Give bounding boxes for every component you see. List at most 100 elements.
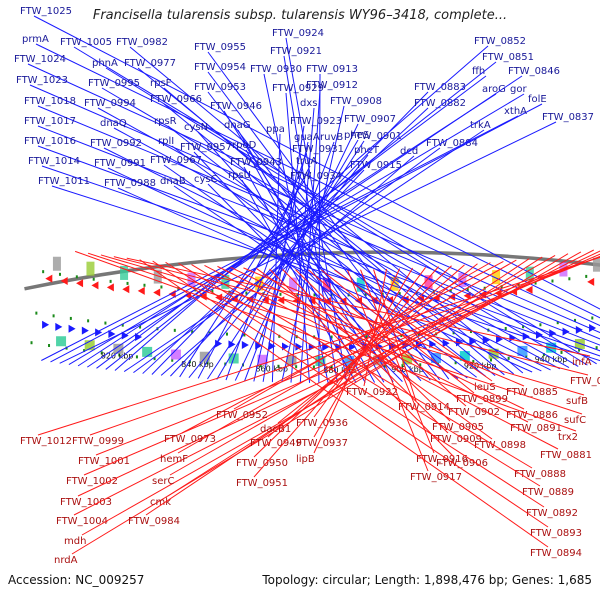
top-leader-line bbox=[37, 145, 600, 352]
ring-dot bbox=[454, 361, 457, 365]
ring-dot bbox=[504, 326, 507, 330]
ring-dot bbox=[500, 285, 503, 289]
bottom-leader-line bbox=[191, 264, 533, 469]
ring-dot bbox=[143, 283, 146, 287]
gene-label: prmA bbox=[22, 34, 49, 45]
gene-label: FTW_0884 bbox=[426, 138, 478, 149]
top-leader-line bbox=[163, 103, 496, 377]
gene-label: FTW_0893 bbox=[530, 528, 582, 539]
gene-label: FTW_0967 bbox=[150, 155, 202, 166]
top-leader-line bbox=[299, 89, 321, 383]
gene-label: folE bbox=[528, 94, 547, 105]
ring-dot bbox=[153, 357, 156, 361]
gene-label: FTW_1004 bbox=[56, 516, 108, 527]
forward-gene-arrow bbox=[575, 325, 583, 334]
kbp-tick-label: 920 kbp bbox=[464, 361, 497, 370]
bottom-leader-line bbox=[145, 258, 530, 516]
bottom-leader-line bbox=[277, 263, 478, 424]
ring-dot bbox=[472, 359, 475, 363]
gene-label: cysN bbox=[184, 122, 208, 133]
ring-dot bbox=[42, 270, 45, 274]
cog-block bbox=[315, 355, 326, 366]
cog-block bbox=[120, 265, 129, 280]
reverse-gene-arrow bbox=[60, 276, 68, 285]
cog-block bbox=[257, 354, 268, 365]
cog-block bbox=[488, 348, 499, 359]
top-leader-line bbox=[103, 147, 551, 371]
cog-block bbox=[424, 275, 433, 290]
gene-label: aroG bbox=[482, 84, 506, 95]
bottom-leader-line bbox=[243, 267, 525, 387]
gene-label: FTW_0912 bbox=[306, 80, 358, 91]
cog-block bbox=[286, 355, 297, 366]
gene-label: FTW_0891 bbox=[510, 423, 562, 434]
gene-label: xthA bbox=[504, 106, 527, 117]
gene-label: hemF bbox=[160, 454, 188, 465]
ring-dot bbox=[191, 330, 194, 334]
gene-label: FTW_0934 bbox=[290, 171, 342, 182]
forward-gene-arrow bbox=[482, 336, 490, 345]
top-leader-line bbox=[33, 15, 600, 310]
kbp-tick-label: 880 kbp bbox=[323, 366, 356, 375]
gene-label: FTW_0995 bbox=[88, 78, 140, 89]
ring-dot bbox=[382, 334, 385, 338]
ring-dot bbox=[595, 346, 598, 350]
ring-dot bbox=[109, 279, 112, 283]
forward-gene-arrow bbox=[68, 324, 76, 333]
ring-dot bbox=[92, 277, 95, 281]
ring-dot bbox=[574, 318, 577, 322]
bottom-leader-line bbox=[313, 267, 414, 438]
gene-label: FTW_1001 bbox=[78, 456, 130, 467]
ring-dot bbox=[243, 333, 246, 337]
forward-gene-arrow bbox=[108, 329, 116, 338]
gene-label: lipB bbox=[296, 454, 315, 465]
bottom-leader-line bbox=[177, 259, 517, 454]
ring-dot bbox=[171, 358, 174, 362]
forward-gene-arrow bbox=[281, 342, 289, 351]
bottom-leader-line bbox=[253, 266, 439, 478]
bottom-leader-line bbox=[167, 256, 543, 497]
gene-label: guaA bbox=[294, 132, 320, 143]
reverse-gene-arrow bbox=[401, 295, 409, 304]
gene-label: FTW_0872 bbox=[570, 376, 600, 387]
gene-label: mdh bbox=[64, 536, 86, 547]
bottom-leader-line bbox=[100, 254, 585, 396]
gene-label: FTW_0846 bbox=[508, 66, 560, 77]
backbone-arc bbox=[24, 250, 600, 291]
top-leader-line bbox=[163, 164, 468, 379]
ring-dot bbox=[417, 333, 420, 337]
gene-label: FTW_1012 bbox=[20, 436, 72, 447]
top-leader-line bbox=[234, 123, 359, 381]
top-leader-line bbox=[142, 107, 429, 374]
gene-label: FTW_0882 bbox=[414, 98, 466, 109]
gene-label: sufC bbox=[564, 415, 586, 426]
gene-label: ruvB bbox=[320, 132, 343, 143]
forward-gene-arrow bbox=[496, 335, 504, 344]
top-leader-line bbox=[35, 43, 600, 319]
bottom-leader-line bbox=[204, 265, 559, 450]
cog-block bbox=[525, 266, 534, 281]
ring-dot bbox=[135, 355, 138, 359]
ring-dot bbox=[585, 274, 588, 278]
cog-block bbox=[142, 346, 153, 357]
gene-label: FTW_0946 bbox=[210, 101, 262, 112]
ring-dot bbox=[415, 291, 418, 295]
gene-label: dacB1 bbox=[260, 424, 291, 435]
map-title: Francisella tularensis subsp. tularensis… bbox=[92, 8, 508, 23]
gene-label: rplI bbox=[158, 136, 174, 147]
top-leader-line bbox=[207, 183, 403, 382]
reverse-gene-arrow bbox=[308, 296, 316, 305]
gene-label: FTW_1014 bbox=[28, 156, 80, 167]
top-leader-line bbox=[41, 165, 600, 357]
summary-label: Topology: circular; Length: 1,898,476 bp… bbox=[262, 573, 592, 587]
gene-label: FTW_0909 bbox=[430, 434, 482, 445]
gene-label: infA bbox=[572, 357, 592, 368]
reverse-gene-arrow bbox=[525, 285, 533, 294]
gene-label: FTW_0885 bbox=[506, 387, 558, 398]
top-leader-line bbox=[223, 110, 394, 383]
gene-label: FTW_0908 bbox=[330, 96, 382, 107]
ring-dot bbox=[75, 275, 78, 279]
cog-block bbox=[458, 273, 467, 288]
ring-dot bbox=[279, 292, 282, 296]
cog-block bbox=[289, 277, 298, 292]
